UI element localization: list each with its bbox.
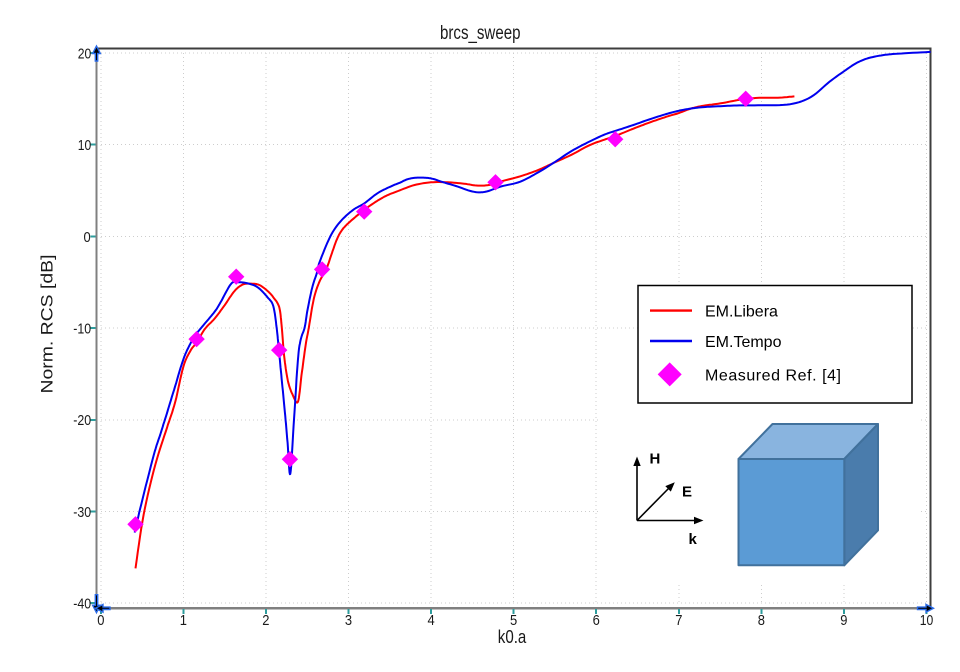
svg-text:0: 0: [84, 229, 91, 246]
svg-text:4: 4: [428, 612, 435, 629]
svg-text:-30: -30: [73, 504, 91, 521]
svg-text:k: k: [689, 531, 698, 548]
svg-text:6: 6: [593, 612, 600, 629]
svg-text:brcs_sweep: brcs_sweep: [440, 23, 521, 44]
svg-text:8: 8: [758, 612, 765, 629]
svg-text:1: 1: [180, 612, 187, 629]
svg-text:k0.a: k0.a: [498, 627, 527, 647]
svg-text:20: 20: [78, 45, 92, 62]
svg-text:-10: -10: [73, 321, 91, 338]
svg-text:0: 0: [97, 612, 104, 629]
svg-text:EM.Libera: EM.Libera: [705, 304, 778, 321]
svg-text:Measured Ref. [4]: Measured Ref. [4]: [705, 368, 842, 385]
svg-text:7: 7: [675, 612, 682, 629]
svg-text:E: E: [682, 484, 692, 501]
svg-text:-20: -20: [73, 412, 91, 429]
svg-text:Norm. RCS [dB]: Norm. RCS [dB]: [38, 255, 57, 394]
svg-text:H: H: [650, 451, 661, 468]
svg-text:10: 10: [78, 137, 92, 154]
svg-text:10: 10: [920, 612, 934, 629]
svg-text:9: 9: [840, 612, 847, 629]
svg-text:EM.Tempo: EM.Tempo: [705, 334, 782, 351]
svg-text:-40: -40: [73, 596, 91, 613]
svg-text:3: 3: [345, 612, 352, 629]
svg-text:2: 2: [262, 612, 269, 629]
svg-text:5: 5: [510, 612, 517, 629]
